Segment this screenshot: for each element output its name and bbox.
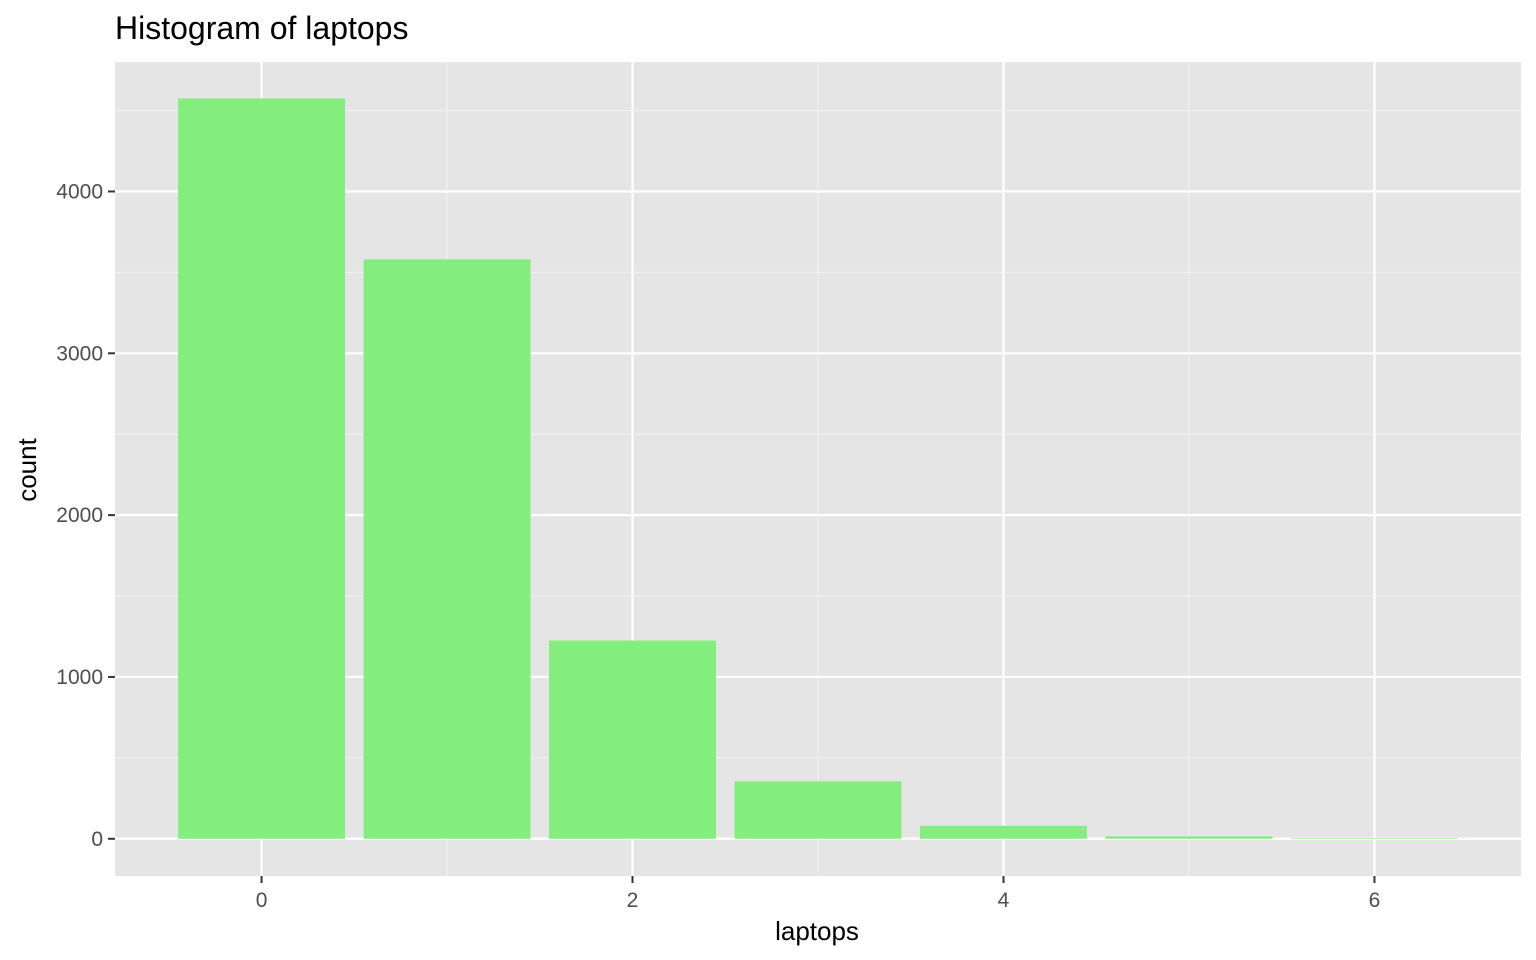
y-tick-label: 3000	[56, 342, 103, 365]
x-tick-label: 0	[256, 889, 268, 912]
y-axis-ticks: 0 1000 2000 3000 4000	[56, 180, 115, 851]
bars-group	[178, 98, 1458, 839]
x-tick-label: 6	[1369, 889, 1381, 912]
histogram-bar	[549, 640, 716, 839]
y-tick-label: 4000	[56, 180, 103, 203]
y-tick-label: 2000	[56, 504, 103, 527]
x-tick-label: 2	[627, 889, 639, 912]
histogram-bar	[363, 259, 531, 839]
histogram-bar	[178, 98, 346, 839]
histogram-bar	[734, 781, 902, 839]
histogram-bar	[920, 825, 1087, 839]
histogram-bar	[1105, 836, 1273, 839]
x-axis-ticks: 0 2 4 6	[256, 876, 1381, 912]
y-axis-title: count	[12, 437, 42, 501]
histogram-bar	[1290, 838, 1458, 839]
y-tick-label: 0	[91, 828, 103, 851]
x-tick-label: 4	[998, 889, 1010, 912]
x-axis-title: laptops	[775, 916, 859, 946]
chart-title: Histogram of laptops	[115, 10, 408, 46]
y-tick-label: 1000	[56, 666, 103, 689]
minor-gridlines	[115, 62, 1521, 876]
